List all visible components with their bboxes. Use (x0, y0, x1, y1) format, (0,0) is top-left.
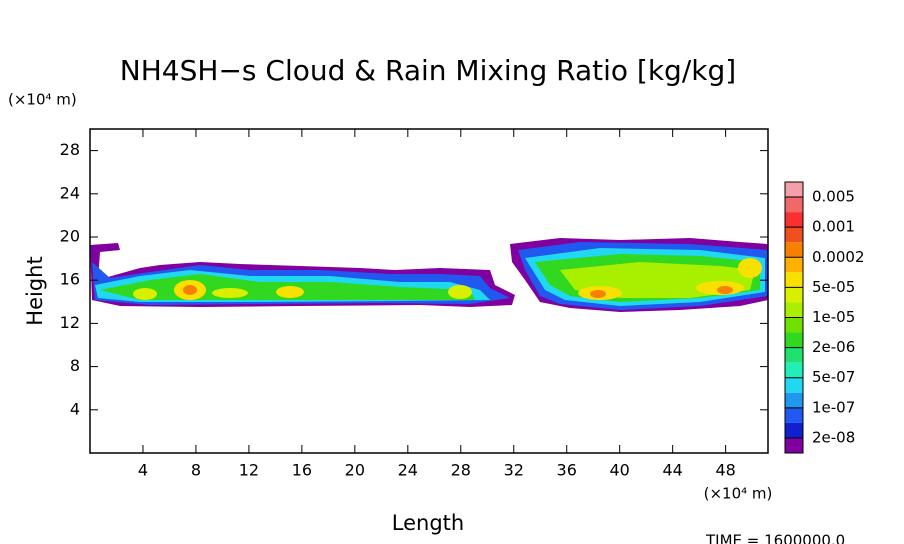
y-tick-label: 20 (60, 227, 80, 246)
x-tick-label: 28 (451, 461, 471, 480)
y-unit: (×10⁴ m) (8, 91, 77, 109)
x-tick-label: 32 (504, 461, 524, 480)
colorbar-swatch (785, 362, 803, 378)
colorbar-label: 2e-06 (812, 338, 855, 356)
colorbar-swatch (785, 272, 803, 288)
colorbar-swatch (785, 422, 803, 438)
y-tick-label: 16 (60, 270, 80, 289)
colorbar-label: 2e-08 (812, 428, 855, 446)
colorbar-swatch (785, 242, 803, 258)
colorbar-label: 5e-07 (812, 368, 855, 386)
colorbar-label: 5e-05 (812, 278, 855, 296)
colorbar-label: 0.005 (812, 188, 855, 206)
contour-field (90, 238, 768, 312)
colorbar-swatch (785, 227, 803, 243)
x-tick-label: 48 (715, 461, 735, 480)
plot-frame (89, 128, 769, 454)
y-tick-label: 12 (60, 313, 80, 332)
y-tick-label: 24 (60, 183, 80, 202)
y-axis-label: Height (23, 256, 47, 325)
colorbar-label: 1e-07 (812, 398, 855, 416)
colorbar-swatch (785, 437, 803, 453)
y-tick-label: 4 (70, 399, 80, 418)
colorbar-swatch (785, 407, 803, 423)
colorbar-swatch (785, 317, 803, 333)
colorbar-swatch (785, 182, 803, 198)
colorbar-label: 0.001 (812, 218, 855, 236)
colorbar-swatch (785, 332, 803, 348)
colorbar-swatch (785, 302, 803, 318)
colorbar-swatch (785, 197, 803, 213)
x-tick-label: 44 (662, 461, 682, 480)
colorbar-swatch (785, 287, 803, 303)
colorbar-swatch (785, 257, 803, 273)
colorbar-swatch (785, 392, 803, 408)
x-tick-label: 16 (292, 461, 312, 480)
colorbar-swatch (785, 377, 803, 393)
y-tick-label: 8 (70, 356, 80, 375)
x-unit: (×10⁴ m) (704, 485, 773, 503)
x-tick-label: 40 (610, 461, 630, 480)
time-label: TIME = 1600000.0 (705, 532, 845, 544)
colorbar-swatch (785, 347, 803, 363)
x-tick-label: 4 (138, 461, 148, 480)
x-tick-label: 24 (398, 461, 418, 480)
x-tick-label: 8 (191, 461, 201, 480)
x-tick-label: 36 (557, 461, 577, 480)
x-tick-label: 20 (345, 461, 365, 480)
x-tick-label: 12 (239, 461, 259, 480)
colorbar-label: 0.0002 (812, 248, 865, 266)
x-axis-label: Length (392, 511, 464, 535)
colorbar-swatch (785, 212, 803, 228)
chart-title: NH4SH−s Cloud & Rain Mixing Ratio [kg/kg… (120, 54, 736, 87)
y-tick-label: 28 (60, 140, 80, 159)
colorbar-label: 1e-05 (812, 308, 855, 326)
